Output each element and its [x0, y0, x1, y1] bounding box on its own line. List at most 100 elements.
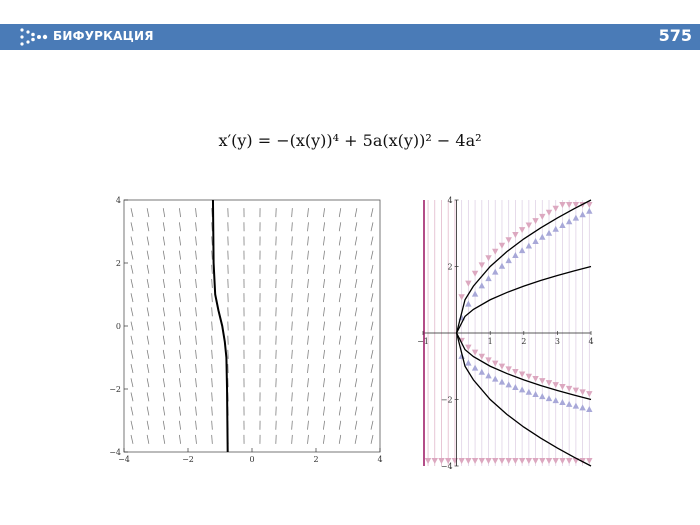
- slope-segment: [338, 406, 342, 416]
- slope-segment: [323, 392, 325, 402]
- y-tick-label: −4: [109, 448, 121, 457]
- slope-segment: [323, 278, 325, 288]
- slope-segment: [179, 406, 181, 416]
- slope-segment: [338, 293, 342, 303]
- down-arrow: [579, 389, 586, 396]
- down-arrow: [431, 458, 438, 465]
- slope-segment: [211, 434, 213, 444]
- down-arrow: [552, 458, 559, 465]
- slope-segment: [323, 434, 325, 444]
- slope-segment: [130, 349, 134, 359]
- slope-segment: [179, 236, 181, 246]
- slope-segment: [162, 364, 166, 374]
- down-arrow: [492, 360, 499, 367]
- slope-segment: [211, 250, 213, 260]
- slope-segment: [354, 264, 358, 274]
- slope-segment: [370, 321, 374, 331]
- slope-segment: [354, 349, 358, 359]
- down-arrow: [505, 366, 512, 373]
- slope-segment: [146, 392, 150, 402]
- slope-segment: [179, 264, 181, 274]
- y-tick-label: 4: [448, 196, 453, 205]
- slope-segment: [130, 307, 134, 317]
- up-arrow: [471, 290, 479, 297]
- slope-segment: [195, 222, 197, 232]
- down-arrow: [518, 371, 526, 378]
- up-arrow: [532, 238, 539, 245]
- slope-segment: [338, 392, 342, 402]
- x-tick-label: 2: [313, 455, 318, 464]
- slope-segment: [146, 378, 150, 388]
- slope-segment: [307, 250, 309, 260]
- slope-segment: [338, 264, 342, 274]
- equilibrium-curve: [456, 332, 592, 401]
- up-arrow: [525, 242, 533, 249]
- slope-segment: [130, 264, 134, 274]
- slope-segment: [307, 321, 309, 331]
- slope-segment: [323, 321, 325, 331]
- slope-segment: [146, 236, 150, 246]
- slope-segment: [179, 420, 181, 430]
- down-arrow: [458, 294, 465, 301]
- slope-segment: [307, 293, 309, 303]
- arrow-dots-icon: [20, 28, 48, 46]
- slope-segment: [338, 250, 342, 260]
- slope-segment: [211, 307, 213, 317]
- down-arrow: [478, 353, 485, 360]
- down-arrow: [565, 201, 573, 208]
- y-tick-label: 4: [116, 196, 121, 205]
- slope-segment: [162, 335, 166, 345]
- slope-segment: [146, 335, 150, 345]
- down-arrow: [572, 387, 580, 394]
- slope-segment: [307, 349, 309, 359]
- equilibrium-curve: [456, 265, 592, 334]
- slope-segment: [323, 335, 325, 345]
- slope-segment: [179, 278, 181, 288]
- slope-segment: [370, 349, 374, 359]
- up-arrow: [552, 397, 559, 404]
- slope-segment: [211, 321, 213, 331]
- slope-segment: [370, 264, 374, 274]
- slope-segment: [307, 264, 309, 274]
- slope-segment: [291, 278, 293, 288]
- slope-segment: [307, 208, 309, 218]
- equation: x′(y) = −(x(y))⁴ + 5a(x(y))² − 4a²: [0, 131, 700, 150]
- up-arrow: [525, 388, 533, 395]
- slope-segment: [291, 208, 293, 218]
- slope-segment: [162, 307, 166, 317]
- x-tick-label: 2: [521, 337, 526, 346]
- down-arrow: [586, 391, 593, 398]
- slope-segment: [179, 321, 181, 331]
- slope-segment: [130, 335, 134, 345]
- down-arrow: [552, 205, 559, 212]
- slope-segment: [179, 349, 181, 359]
- slope-segment: [291, 406, 293, 416]
- slope-segment: [211, 349, 213, 359]
- slope-segment: [130, 236, 134, 246]
- x-tick-label: 1: [488, 337, 493, 346]
- up-arrow: [478, 282, 485, 289]
- bifurcation-svg: −1 1 2 3 4 −4 −2 2 4: [417, 196, 593, 471]
- slope-segment: [162, 378, 166, 388]
- slope-segment: [354, 278, 358, 288]
- up-arrow: [586, 207, 593, 214]
- up-arrow: [518, 386, 526, 393]
- slope-segment: [146, 349, 150, 359]
- slope-segment: [370, 236, 374, 246]
- slope-segment: [338, 278, 342, 288]
- up-arrow: [465, 359, 472, 366]
- slope-segment: [195, 307, 197, 317]
- slope-segment: [195, 378, 197, 388]
- up-arrow: [579, 404, 586, 411]
- slope-segment: [130, 420, 134, 430]
- slope-segment: [130, 364, 134, 374]
- slope-segment: [146, 307, 150, 317]
- slope-segment: [162, 349, 166, 359]
- up-arrow: [512, 252, 519, 259]
- slope-segment: [179, 392, 181, 402]
- slope-segment: [195, 434, 197, 444]
- slope-segment: [179, 208, 181, 218]
- slope-segment: [179, 434, 181, 444]
- equation-text: x′(y) = −(x(y))⁴ + 5a(x(y))² − 4a²: [218, 131, 482, 150]
- slope-segment: [146, 222, 150, 232]
